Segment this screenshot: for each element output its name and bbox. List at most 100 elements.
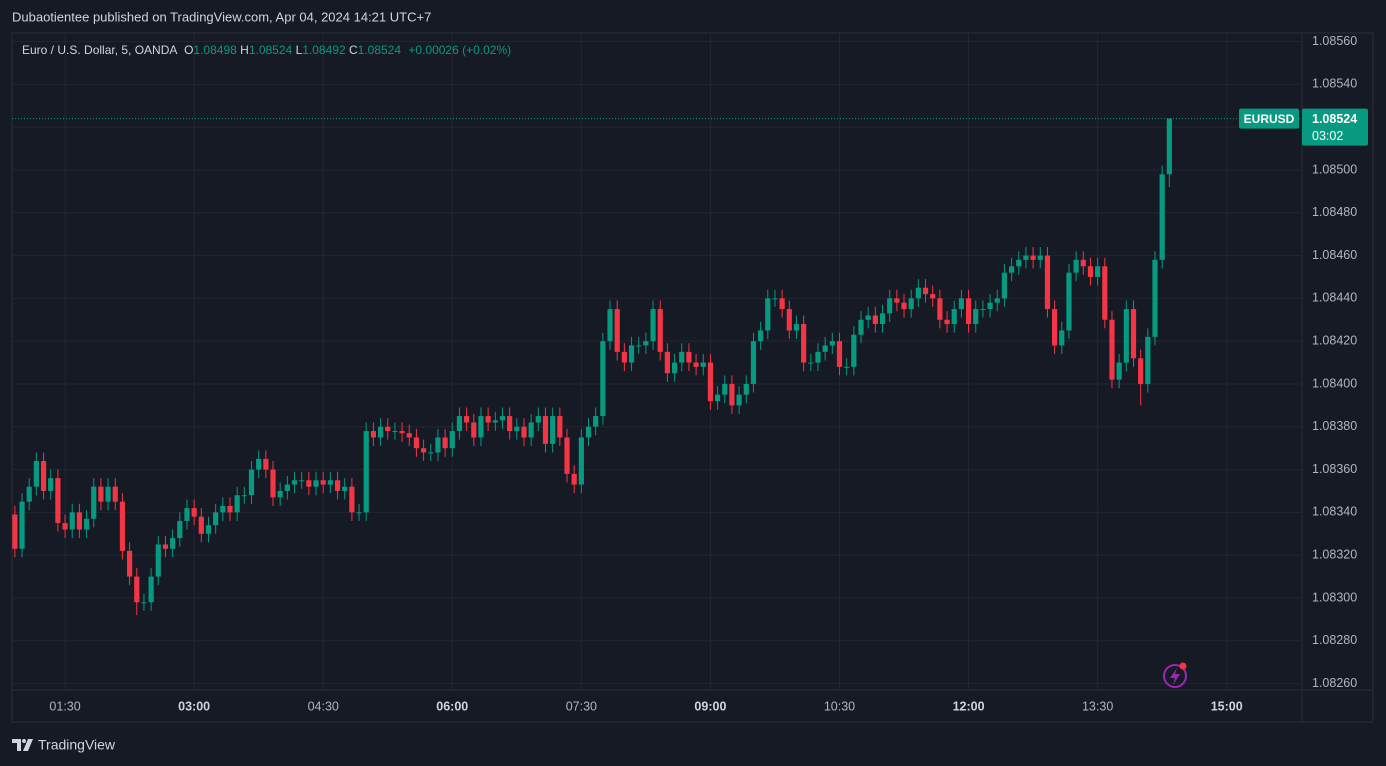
candle-body [922,287,929,295]
candle-body [765,298,771,331]
candle-body [664,351,670,374]
logo-part [12,739,21,751]
y-tick-label: 1.08280 [1312,633,1357,647]
x-tick-label: 07:30 [566,699,597,713]
candle-body [471,422,477,438]
candle-body [1023,255,1029,260]
candle-body [901,302,907,310]
ohlc-label: H [240,43,249,57]
candle-body [112,486,118,502]
candle-body [241,495,247,497]
candle-body [198,516,204,534]
candle-body [428,452,434,454]
candle-body [793,324,800,331]
candle-body [887,298,893,314]
brand: TradingView [38,737,116,753]
candle-body [342,486,348,491]
candle-body [26,486,32,502]
x-tick-label: 10:30 [824,699,855,713]
candle-body [600,341,606,417]
candle-body [930,294,936,299]
legend: Euro / U.S. Dollar, 5, OANDA O1.08498 H1… [22,43,511,57]
axes: 1.08260 1.08280 1.08300 1.08320 1.08340 1.083… [49,34,1368,713]
candle-body [535,416,541,423]
candle-body [205,525,212,534]
candle-body [772,298,778,300]
candle-body [585,426,592,438]
candle-body [1102,266,1108,320]
candle-body [786,309,792,331]
candle-body [671,362,678,374]
symbol-badge [1239,108,1299,129]
candle-body [514,426,520,432]
candle-body [33,461,39,487]
candle-body [191,508,197,517]
candle-body [542,416,549,444]
candle-body [284,484,290,491]
candle-body [134,576,140,603]
alert-icon[interactable] [1163,662,1187,688]
candle-body [177,520,183,539]
candle-body [334,480,341,491]
candle-body [76,512,83,530]
y-tick-label: 1.08440 [1312,291,1357,305]
candle-body [628,345,635,363]
candle-body [19,501,25,549]
ohlc-label: O [184,43,193,57]
candle-body [313,480,319,487]
candle-body [1030,255,1036,260]
candle-body [55,478,61,524]
candle-body [607,309,613,342]
candle-body [1066,272,1072,331]
y-tick-label: 1.08360 [1312,462,1357,476]
x-tick-label: 03:00 [178,699,210,713]
candle-body [707,362,714,402]
candle-body [958,298,964,310]
candle-body [62,523,68,530]
candle-body [162,544,169,549]
candle-body [1109,319,1115,380]
candle-body [327,480,333,485]
y-tick-label: 1.08460 [1312,248,1357,262]
candle-body [256,458,262,470]
candle-body [736,394,742,406]
candle-body [392,431,398,433]
publish-info: Dubaotientee published on TradingView.co… [12,9,431,24]
candle-body [1044,255,1051,310]
candle-body [485,416,491,423]
candle-body [578,437,584,485]
candle-body [1052,309,1058,346]
x-tick-label: 06:00 [436,699,468,713]
candle-body [1138,358,1144,384]
candle-body [643,341,649,346]
y-tick-label: 1.08560 [1312,34,1357,48]
candle-body [844,366,850,368]
candle-body [528,422,534,438]
candle-body [714,394,721,402]
candle-body [1130,309,1137,359]
candle-body [184,508,190,521]
candle-body [858,319,864,335]
candle-body [1016,259,1022,267]
candle-body [550,416,556,444]
candle-body [879,313,886,325]
candle-body [248,469,255,496]
candle-body [420,448,427,453]
candle-body [1080,259,1086,267]
candle-body [973,309,979,325]
price-badge [1302,108,1368,146]
candle-body [1001,272,1008,299]
candle-body [119,501,126,551]
candle-body [1095,266,1101,277]
candle-body [170,538,176,549]
candle-body [593,416,599,427]
candle-body [220,505,226,513]
candle-body [213,512,219,526]
candle-body [1159,174,1165,260]
candle-body [141,602,147,604]
candle-body [98,486,104,502]
candle-body [1008,266,1015,273]
candle-body [299,480,305,482]
candle-body [650,309,656,342]
